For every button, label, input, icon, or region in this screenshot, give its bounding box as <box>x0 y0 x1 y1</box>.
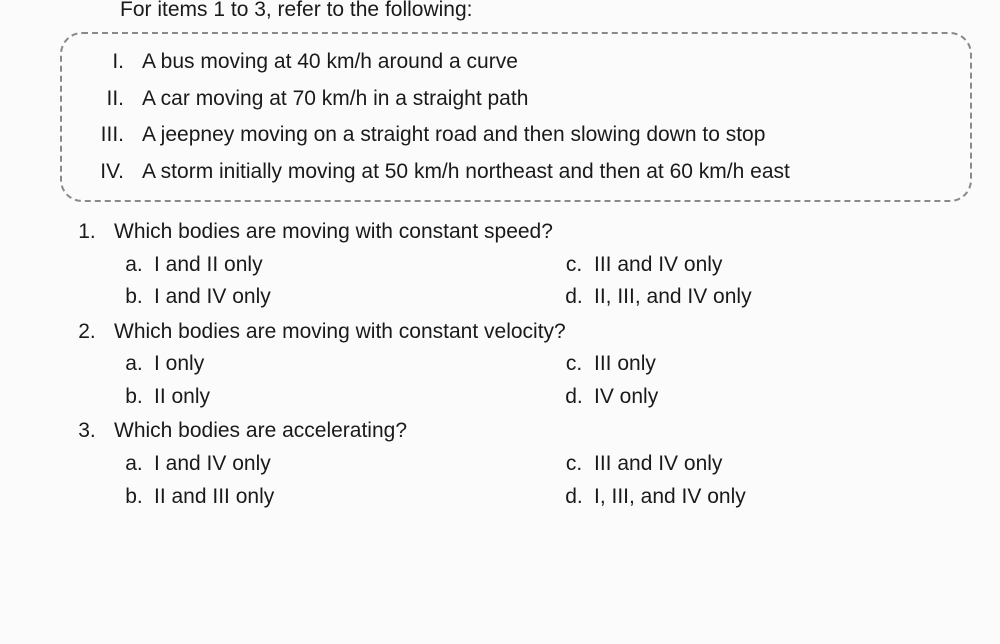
choice-b[interactable]: b. II and III only <box>114 481 554 514</box>
question-1: 1. Which bodies are moving with constant… <box>60 216 972 314</box>
question-head: 1. Which bodies are moving with constant… <box>60 216 972 249</box>
choice-d[interactable]: d. II, III, and IV only <box>554 281 972 314</box>
choice-text: III and IV only <box>594 448 972 481</box>
roman-marker: IV. <box>68 156 142 189</box>
choice-marker: a. <box>114 448 154 481</box>
choice-text: I and IV only <box>154 281 554 314</box>
choice-marker: b. <box>114 481 154 514</box>
choice-marker: a. <box>114 249 154 282</box>
choices: a. I only c. III only b. II only d. <box>114 348 972 413</box>
question-list: 1. Which bodies are moving with constant… <box>60 216 972 513</box>
choice-c[interactable]: c. III and IV only <box>554 448 972 481</box>
choice-c[interactable]: c. III and IV only <box>554 249 972 282</box>
question-2: 2. Which bodies are moving with constant… <box>60 316 972 414</box>
choice-row-bd: b. II only d. IV only <box>114 381 972 414</box>
choice-text: II and III only <box>154 481 554 514</box>
choice-b[interactable]: b. II only <box>114 381 554 414</box>
choice-marker: d. <box>554 281 594 314</box>
question-head: 3. Which bodies are accelerating? <box>60 415 972 448</box>
roman-marker: II. <box>68 83 142 116</box>
choice-a[interactable]: a. I and IV only <box>114 448 554 481</box>
choice-marker: a. <box>114 348 154 381</box>
roman-text: A car moving at 70 km/h in a straight pa… <box>142 83 952 116</box>
roman-text: A jeepney moving on a straight road and … <box>142 119 952 152</box>
question-3: 3. Which bodies are accelerating? a. I a… <box>60 415 972 513</box>
scenario-item-III: III. A jeepney moving on a straight road… <box>68 117 952 154</box>
choice-text: II, III, and IV only <box>594 281 972 314</box>
choice-text: III and IV only <box>594 249 972 282</box>
intro-crop: For items 1 to 3, refer to the following… <box>60 0 972 26</box>
choice-c[interactable]: c. III only <box>554 348 972 381</box>
choice-text: III only <box>594 348 972 381</box>
choice-row-ac: a. I only c. III only <box>114 348 972 381</box>
choice-row-ac: a. I and IV only c. III and IV only <box>114 448 972 481</box>
choice-d[interactable]: d. IV only <box>554 381 972 414</box>
scenario-box: I. A bus moving at 40 km/h around a curv… <box>60 32 972 202</box>
question-head: 2. Which bodies are moving with constant… <box>60 316 972 349</box>
choice-text: I only <box>154 348 554 381</box>
roman-text: A bus moving at 40 km/h around a curve <box>142 46 952 79</box>
scenario-item-II: II. A car moving at 70 km/h in a straigh… <box>68 81 952 118</box>
choice-marker: d. <box>554 481 594 514</box>
question-stem: Which bodies are moving with constant sp… <box>114 216 972 249</box>
intro-text: For items 1 to 3, refer to the following… <box>120 0 972 26</box>
choice-b[interactable]: b. I and IV only <box>114 281 554 314</box>
choice-a[interactable]: a. I and II only <box>114 249 554 282</box>
choice-marker: c. <box>554 448 594 481</box>
roman-text: A storm initially moving at 50 km/h nort… <box>142 156 952 189</box>
question-stem: Which bodies are moving with constant ve… <box>114 316 972 349</box>
question-stem: Which bodies are accelerating? <box>114 415 972 448</box>
choice-row-ac: a. I and II only c. III and IV only <box>114 249 972 282</box>
question-number: 1. <box>60 216 114 249</box>
scenario-item-IV: IV. A storm initially moving at 50 km/h … <box>68 154 952 191</box>
choice-a[interactable]: a. I only <box>114 348 554 381</box>
choices: a. I and II only c. III and IV only b. I… <box>114 249 972 314</box>
choice-marker: b. <box>114 281 154 314</box>
scenario-list: I. A bus moving at 40 km/h around a curv… <box>68 44 952 190</box>
roman-marker: III. <box>68 119 142 152</box>
choice-text: II only <box>154 381 554 414</box>
choice-text: I and II only <box>154 249 554 282</box>
choice-marker: d. <box>554 381 594 414</box>
choice-marker: b. <box>114 381 154 414</box>
choices: a. I and IV only c. III and IV only b. I… <box>114 448 972 513</box>
choice-row-bd: b. I and IV only d. II, III, and IV only <box>114 281 972 314</box>
choice-marker: c. <box>554 249 594 282</box>
choice-text: I and IV only <box>154 448 554 481</box>
choice-row-bd: b. II and III only d. I, III, and IV onl… <box>114 481 972 514</box>
choice-text: IV only <box>594 381 972 414</box>
choice-d[interactable]: d. I, III, and IV only <box>554 481 972 514</box>
worksheet-page: For items 1 to 3, refer to the following… <box>0 0 1000 513</box>
question-number: 3. <box>60 415 114 448</box>
choice-text: I, III, and IV only <box>594 481 972 514</box>
choice-marker: c. <box>554 348 594 381</box>
question-number: 2. <box>60 316 114 349</box>
scenario-item-I: I. A bus moving at 40 km/h around a curv… <box>68 44 952 81</box>
roman-marker: I. <box>68 46 142 79</box>
